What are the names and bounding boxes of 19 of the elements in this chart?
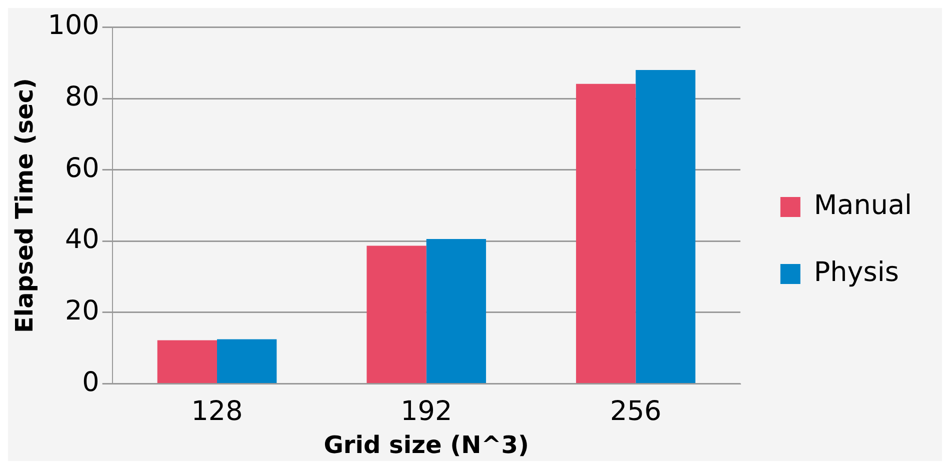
legend-label: Physis [814, 257, 899, 288]
y-tick-label: 100 [48, 10, 100, 42]
x-tick-label: 128 [191, 396, 243, 428]
y-tick-label: 0 [82, 366, 100, 398]
bar [366, 246, 426, 384]
y-tick-label: 40 [64, 224, 100, 256]
y-axis-title: Elapsed Time (sec) [10, 78, 39, 334]
x-axis-title: Grid size (N^3) [324, 430, 529, 459]
y-tick-label: 60 [64, 152, 100, 184]
x-tick-label: 192 [400, 396, 452, 428]
bar [217, 339, 277, 384]
bar [576, 84, 636, 384]
x-tick-label: 256 [610, 396, 662, 428]
y-tick-label: 20 [64, 295, 100, 326]
bar [636, 70, 696, 384]
legend-label: Manual [814, 190, 912, 222]
bar [426, 239, 486, 384]
y-tick-label: 80 [64, 82, 100, 113]
bar [157, 340, 218, 384]
